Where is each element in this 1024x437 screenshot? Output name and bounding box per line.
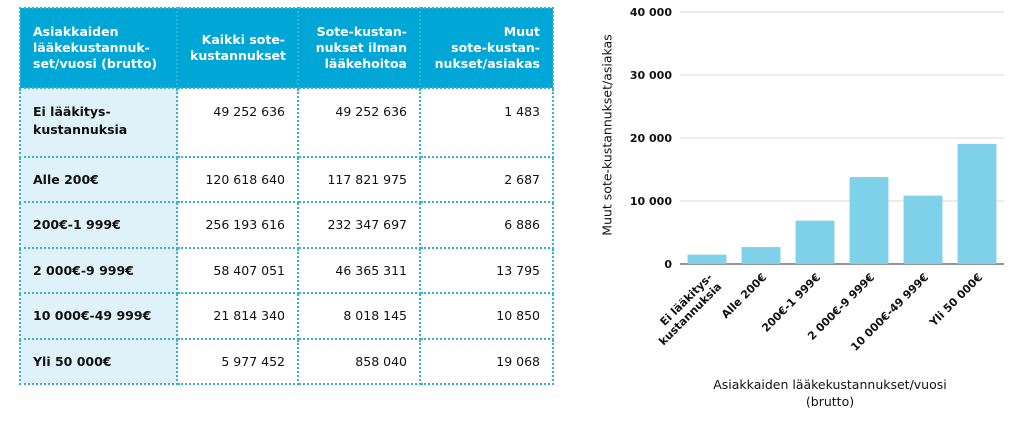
y-tick-label: 40 000 xyxy=(630,6,672,19)
x-axis-label: Asiakkaiden lääkekustannukset/vuosi (bru… xyxy=(713,377,947,409)
bar xyxy=(687,254,727,264)
bar-chart: 0 10 000 20 000 30 000 40 000 Ei lääkitys-kus… xyxy=(580,0,1024,437)
y-tick-label: 20 000 xyxy=(630,132,672,145)
cell-costs-without-meds: 232 347 697 xyxy=(297,201,421,249)
cell-all-costs: 120 618 640 xyxy=(176,155,299,204)
table-row: Yli 50 000€ 5 977 452 858 040 19 068 xyxy=(19,337,554,385)
bar xyxy=(795,220,835,264)
row-label: Ei lääkitys- kustannuksia xyxy=(19,87,178,158)
y-tick-label: 30 000 xyxy=(630,69,672,82)
bar xyxy=(903,195,943,264)
cell-per-client: 10 850 xyxy=(419,292,554,340)
header-other-costs-per-client: Muut sote-kustan- nukset/asiakas xyxy=(419,7,554,89)
cell-all-costs: 256 193 616 xyxy=(176,201,299,249)
bar xyxy=(849,177,889,264)
cost-table-container: Asiakkaiden lääkekustannuk- set/vuosi (b… xyxy=(19,7,554,385)
cell-all-costs: 49 252 636 xyxy=(176,87,299,158)
x-tick-label: Alle 200€ xyxy=(719,271,769,321)
bar-chart-plot: 0 10 000 20 000 30 000 40 000 Ei lääkitys-kus… xyxy=(630,6,1004,354)
header-costs-without-meds: Sote-kustan- nukset ilman lääkehoitoa xyxy=(297,7,421,89)
x-tick-label: Yli 50 000€ xyxy=(926,271,985,330)
y-tick-label: 0 xyxy=(664,258,672,271)
row-label: Yli 50 000€ xyxy=(19,337,178,385)
cell-per-client: 19 068 xyxy=(419,337,554,385)
cost-table: Asiakkaiden lääkekustannuk- set/vuosi (b… xyxy=(19,7,554,385)
table-row: Alle 200€ 120 618 640 117 821 975 2 687 xyxy=(19,155,554,204)
header-cost-bracket: Asiakkaiden lääkekustannuk- set/vuosi (b… xyxy=(19,7,178,89)
header-all-costs: Kaikki sote- kustannukset xyxy=(176,7,299,89)
cell-costs-without-meds: 117 821 975 xyxy=(297,155,421,204)
row-label: 2 000€-9 999€ xyxy=(19,246,178,295)
cell-costs-without-meds: 49 252 636 xyxy=(297,87,421,158)
y-axis-label: Muut sote-kustannukset/asiakas xyxy=(599,34,615,236)
x-tick-label: Ei lääkitys-kustannuksia xyxy=(647,271,724,348)
cell-costs-without-meds: 46 365 311 xyxy=(297,246,421,295)
row-label: 10 000€-49 999€ xyxy=(19,292,178,340)
y-tick-label: 10 000 xyxy=(630,195,672,208)
table-row: 10 000€-49 999€ 21 814 340 8 018 145 10 … xyxy=(19,292,554,340)
cell-per-client: 1 483 xyxy=(419,87,554,158)
cell-per-client: 2 687 xyxy=(419,155,554,204)
table-row: 2 000€-9 999€ 58 407 051 46 365 311 13 7… xyxy=(19,246,554,295)
cell-all-costs: 21 814 340 xyxy=(176,292,299,340)
row-label: 200€-1 999€ xyxy=(19,201,178,249)
row-label: Alle 200€ xyxy=(19,155,178,204)
cell-per-client: 6 886 xyxy=(419,201,554,249)
table-row: Ei lääkitys- kustannuksia 49 252 636 49 … xyxy=(19,87,554,158)
bar xyxy=(741,247,781,264)
cell-per-client: 13 795 xyxy=(419,246,554,295)
cell-costs-without-meds: 8 018 145 xyxy=(297,292,421,340)
cell-all-costs: 5 977 452 xyxy=(176,337,299,385)
table-row: 200€-1 999€ 256 193 616 232 347 697 6 88… xyxy=(19,201,554,249)
cell-costs-without-meds: 858 040 xyxy=(297,337,421,385)
bar xyxy=(957,143,997,264)
table-header-row: Asiakkaiden lääkekustannuk- set/vuosi (b… xyxy=(19,7,554,89)
cell-all-costs: 58 407 051 xyxy=(176,246,299,295)
